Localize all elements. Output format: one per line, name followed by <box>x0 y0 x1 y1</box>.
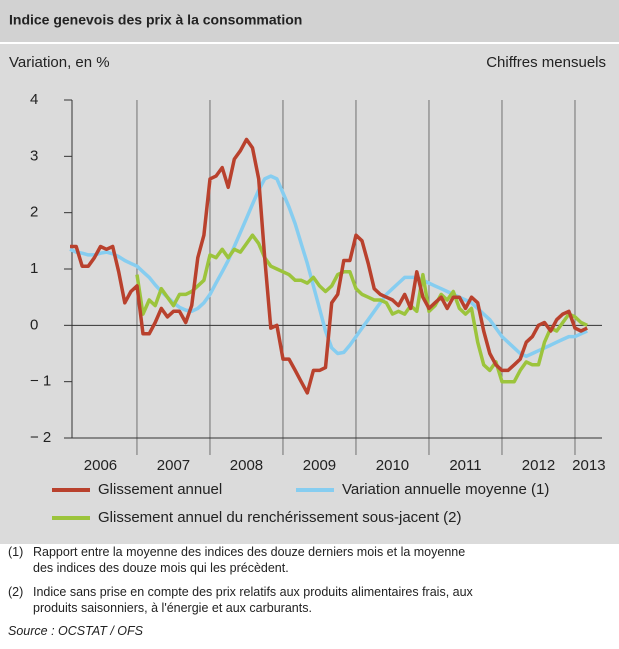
chart-title: Indice genevois des prix à la consommati… <box>9 12 302 28</box>
y-tick-label: 2 <box>30 204 38 221</box>
note: (1) Rapport entre la moyenne des indices … <box>8 544 613 576</box>
series-line <box>135 233 588 384</box>
chart: Indice genevois des prix à la consommati… <box>0 0 619 544</box>
note-text: Indice sans prise en compte des prix rel… <box>33 584 473 616</box>
note-line: Indice sans prise en compte des prix rel… <box>33 585 473 599</box>
y-tick-label: 1 <box>30 260 38 277</box>
note-line: des indices des douze mois qui les précè… <box>33 561 289 575</box>
legend-label: Glissement annuel du renchérissement sou… <box>98 509 462 526</box>
subtitle-right: Chiffres mensuels <box>486 54 606 71</box>
note-line: Rapport entre la moyenne des indices des… <box>33 545 466 559</box>
series-line <box>70 137 588 395</box>
x-tick-label: 2013 <box>572 457 605 474</box>
x-tick-label: 2010 <box>376 457 409 474</box>
source: Source : OCSTAT / OFS <box>8 624 143 638</box>
y-tick-label: − 1 <box>30 373 51 390</box>
x-tick-label: 2011 <box>449 457 481 474</box>
note-marker: (1) <box>8 545 24 559</box>
note-line: produits saisonniers, à l'énergie et aux… <box>33 601 312 615</box>
x-tick-label: 2009 <box>303 457 336 474</box>
x-tick-label: 2012 <box>522 457 555 474</box>
y-tick-label: − 2 <box>30 429 51 446</box>
note: (2) Indice sans prise en compte des prix … <box>8 584 613 616</box>
legend-label: Glissement annuel <box>98 481 222 498</box>
note-marker: (2) <box>8 585 24 599</box>
y-tick-label: 0 <box>30 316 38 333</box>
x-tick-label: 2007 <box>157 457 190 474</box>
legend-label: Variation annuelle moyenne (1) <box>342 481 549 498</box>
y-tick-label: 4 <box>30 91 38 108</box>
y-tick-label: 3 <box>30 147 38 164</box>
subtitle: Variation, en % <box>9 54 110 71</box>
x-tick-label: 2006 <box>84 457 117 474</box>
title-band <box>0 0 619 42</box>
note-text: Rapport entre la moyenne des indices des… <box>33 544 465 576</box>
notes: (1) Rapport entre la moyenne des indices … <box>8 544 613 638</box>
x-tick-label: 2008 <box>230 457 263 474</box>
